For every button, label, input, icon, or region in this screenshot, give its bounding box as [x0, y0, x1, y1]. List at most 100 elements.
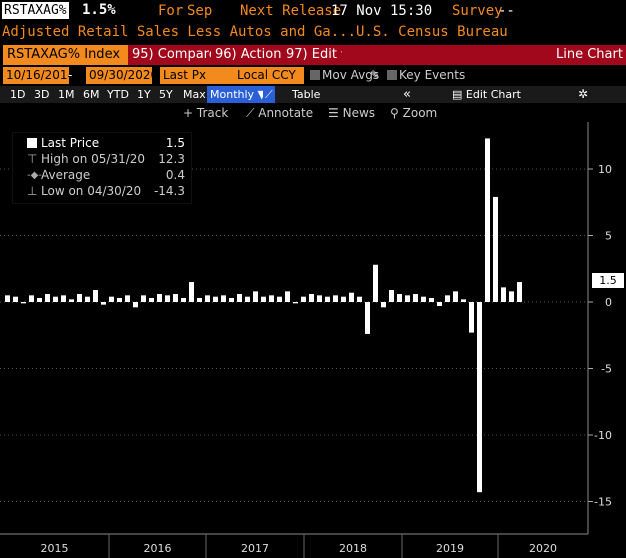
security-field[interactable]: RSTAXAG% Index [3, 45, 129, 65]
bar[interactable] [349, 292, 354, 302]
bar[interactable] [325, 296, 330, 302]
period-bar: 1D 3D 1M 6M YTD 1Y 5Y Max Monthly ▼ ⟋ Ta… [0, 86, 626, 103]
bar[interactable] [253, 291, 258, 302]
bar[interactable] [101, 302, 106, 305]
bar[interactable] [269, 295, 274, 302]
end-date-field[interactable]: 09/30/2020 [86, 67, 158, 84]
field-select[interactable]: Last Px [160, 67, 234, 84]
bar[interactable] [477, 302, 482, 493]
bar[interactable] [13, 296, 18, 302]
bar[interactable] [405, 295, 410, 302]
bar[interactable] [421, 296, 426, 302]
bar[interactable] [85, 296, 90, 302]
bar[interactable] [149, 298, 154, 302]
bar[interactable] [69, 299, 74, 302]
chart-type-label[interactable]: Line Chart [556, 47, 623, 62]
bar[interactable] [365, 302, 370, 334]
edit-button[interactable]: 97) Edit ▾ [282, 45, 352, 65]
bar[interactable] [229, 298, 234, 302]
bar[interactable] [293, 302, 298, 304]
bar[interactable] [205, 295, 210, 302]
bar[interactable] [437, 302, 442, 306]
line-chart-icon[interactable]: ⟋ [263, 86, 275, 103]
bar[interactable] [389, 290, 394, 302]
bar[interactable] [213, 296, 218, 302]
bar[interactable] [29, 295, 34, 302]
table-button[interactable]: Table [292, 88, 321, 101]
bar[interactable] [173, 294, 178, 302]
bar[interactable] [381, 302, 386, 308]
bar[interactable] [309, 294, 314, 302]
bar[interactable] [333, 295, 338, 302]
bar[interactable] [485, 138, 490, 302]
bar[interactable] [357, 296, 362, 302]
bar[interactable] [37, 298, 42, 302]
next-release-label: Next Release [240, 3, 342, 19]
bar[interactable] [53, 296, 58, 302]
bar[interactable] [429, 298, 434, 302]
bar[interactable] [453, 291, 458, 302]
bar[interactable] [517, 282, 522, 302]
bar[interactable] [445, 295, 450, 302]
bar[interactable] [197, 298, 202, 302]
collapse-icon[interactable]: « [403, 87, 411, 102]
start-date-field[interactable]: 10/16/2014 [3, 67, 75, 84]
period-1y[interactable]: 1Y [137, 88, 151, 101]
bar[interactable] [373, 264, 378, 302]
news-icon: ☰ [328, 106, 339, 120]
bar[interactable] [509, 291, 514, 302]
bar[interactable] [181, 298, 186, 302]
bar[interactable] [277, 296, 282, 302]
currency-select[interactable]: Local CCY [234, 67, 304, 84]
annotate-button[interactable]: ⟋ Annotate [246, 104, 313, 122]
track-button[interactable]: + Track [183, 104, 228, 122]
period-1m[interactable]: 1M [58, 88, 75, 101]
bar[interactable] [341, 296, 346, 302]
zoom-button[interactable]: ⚲ Zoom [390, 104, 437, 122]
period-6m[interactable]: 6M [83, 88, 100, 101]
period-1d[interactable]: 1D [10, 88, 26, 101]
bar[interactable] [165, 295, 170, 302]
bar[interactable] [117, 298, 122, 302]
bar[interactable] [301, 296, 306, 302]
bar[interactable] [109, 296, 114, 302]
bar[interactable] [61, 295, 66, 302]
legend-low-label: Low on 04/30/20 [41, 184, 142, 198]
compare-button[interactable]: 95) Compare ▾ [128, 45, 232, 65]
bar[interactable] [261, 296, 266, 302]
bar[interactable] [469, 302, 474, 333]
pencil-icon[interactable]: ✎ [370, 68, 381, 82]
bar[interactable] [189, 282, 194, 302]
bar[interactable] [237, 294, 242, 302]
actions-button[interactable]: 96) Actions ▾ [211, 45, 303, 65]
bar[interactable] [221, 295, 226, 302]
gear-icon[interactable]: ✲ [578, 87, 589, 101]
mov-avgs-checkbox[interactable] [310, 70, 320, 80]
bar[interactable] [125, 295, 130, 302]
bar[interactable] [93, 290, 98, 302]
bar[interactable] [77, 294, 82, 302]
bar[interactable] [397, 294, 402, 302]
bar[interactable] [45, 294, 50, 302]
period-max[interactable]: Max [183, 88, 206, 101]
bar[interactable] [285, 291, 290, 302]
bar[interactable] [141, 295, 146, 302]
bar[interactable] [133, 302, 138, 308]
bar-chart[interactable]: 10 5 0 -5 -10 -15 2015 2016 2017 2018 2019 2020 [0, 122, 626, 558]
edit-chart-button[interactable]: ▤ Edit Chart [452, 86, 521, 103]
bar[interactable] [245, 296, 250, 302]
bar[interactable] [157, 294, 162, 302]
bar[interactable] [317, 295, 322, 302]
bar[interactable] [21, 302, 26, 304]
bar[interactable] [5, 295, 10, 302]
news-button[interactable]: ☰ News [328, 104, 375, 122]
period-ytd[interactable]: YTD [107, 88, 129, 101]
bar[interactable] [493, 196, 498, 302]
period-5y[interactable]: 5Y [159, 88, 173, 101]
frequency-select[interactable]: Monthly ▼ [207, 86, 270, 103]
period-3d[interactable]: 3D [34, 88, 50, 101]
bar[interactable] [413, 294, 418, 302]
bar[interactable] [461, 299, 466, 302]
key-events-checkbox[interactable] [387, 70, 397, 80]
bar[interactable] [501, 287, 506, 302]
